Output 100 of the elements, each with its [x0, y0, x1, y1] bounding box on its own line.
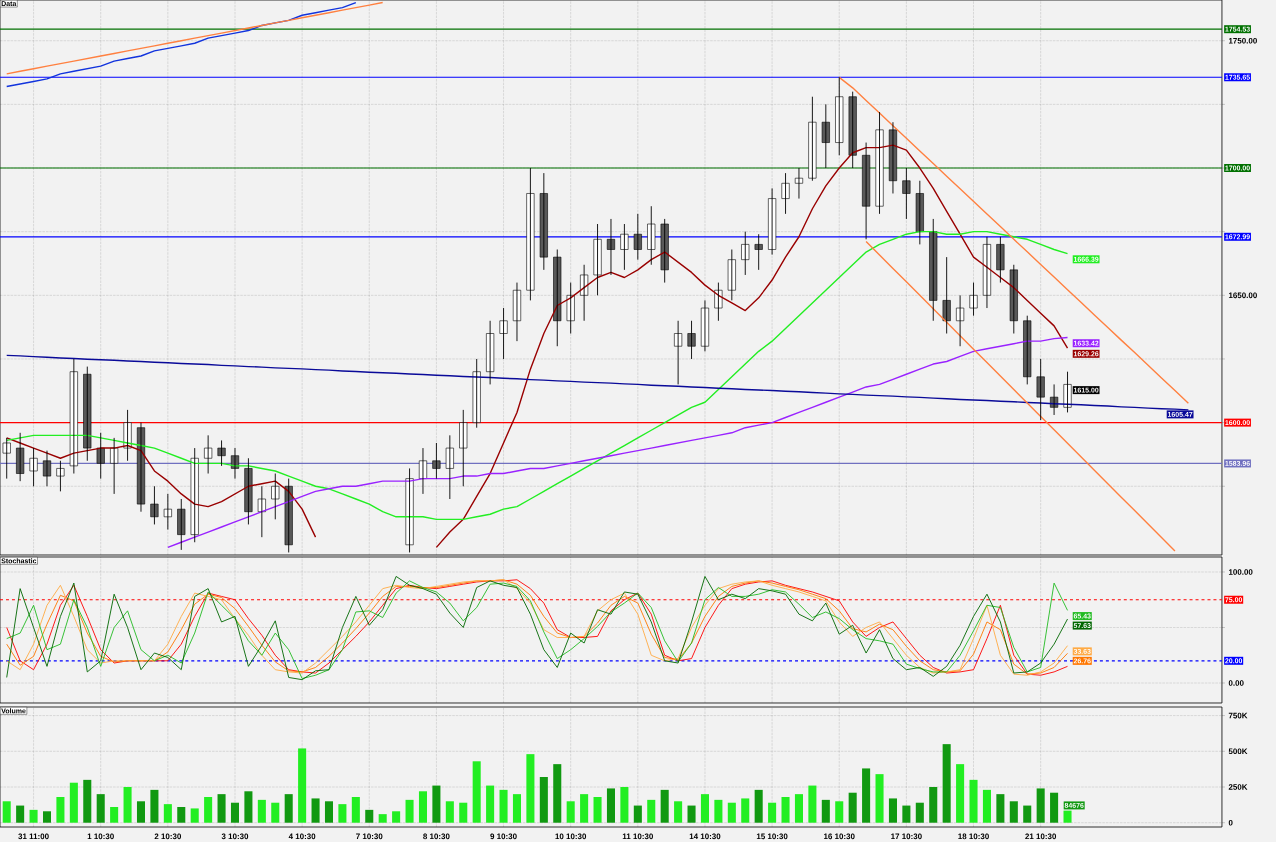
candlestick — [808, 96, 817, 182]
bar — [110, 807, 119, 823]
candlestick — [969, 282, 978, 317]
candlestick — [996, 236, 1005, 284]
bar — [848, 792, 857, 823]
bar — [606, 788, 615, 823]
bar — [929, 787, 938, 823]
bar — [2, 801, 11, 823]
bar — [620, 787, 629, 823]
candlestick — [257, 485, 266, 538]
candlestick — [472, 358, 481, 429]
bar — [244, 791, 253, 823]
bar — [257, 799, 266, 823]
candlestick — [593, 223, 602, 296]
candlestick — [1036, 358, 1045, 421]
candlestick — [1009, 264, 1018, 334]
bar — [42, 811, 52, 823]
bar — [365, 809, 374, 823]
bar — [593, 797, 602, 823]
candlestick — [741, 231, 750, 276]
bar — [204, 797, 213, 823]
candlestick — [553, 249, 562, 347]
candlestick — [217, 439, 226, 467]
bar — [123, 787, 132, 823]
bar — [754, 789, 763, 823]
bar — [56, 797, 65, 823]
bar — [942, 744, 951, 823]
bar — [136, 801, 146, 823]
candlestick — [835, 76, 844, 156]
bar — [150, 789, 159, 823]
candlestick — [714, 282, 723, 322]
bar — [163, 804, 172, 823]
candlestick — [875, 111, 884, 215]
bar — [284, 794, 293, 823]
bar — [29, 809, 38, 823]
bar — [1063, 810, 1072, 823]
bar — [902, 805, 911, 823]
bar — [1023, 805, 1032, 823]
bar — [69, 782, 78, 823]
candlestick — [647, 205, 656, 266]
bar — [190, 808, 199, 823]
bar — [781, 797, 790, 823]
bar — [96, 794, 105, 823]
bar — [674, 801, 683, 823]
candlestick — [902, 167, 911, 220]
candlestick — [177, 498, 186, 551]
bar — [808, 785, 817, 823]
bar — [298, 748, 307, 823]
candlestick — [405, 467, 414, 553]
candlestick — [16, 432, 25, 482]
candlestick — [244, 457, 253, 525]
bar — [230, 802, 240, 823]
bar — [217, 794, 226, 823]
bar — [1050, 792, 1059, 823]
bar — [714, 799, 723, 823]
bar — [700, 794, 709, 823]
candlestick — [445, 434, 454, 500]
candlestick — [271, 473, 280, 520]
bar — [378, 814, 387, 823]
candlestick — [754, 233, 763, 271]
candlestick — [929, 218, 938, 322]
bar — [553, 764, 562, 823]
candlestick — [620, 223, 629, 271]
candlestick — [727, 249, 736, 301]
candlestick — [96, 432, 105, 480]
candlestick — [848, 91, 857, 169]
bar — [566, 801, 575, 823]
candlestick — [190, 447, 199, 543]
bar — [660, 789, 669, 823]
bar — [499, 789, 508, 823]
bar — [405, 799, 414, 823]
bar — [459, 802, 468, 823]
bar — [727, 802, 736, 823]
candlestick — [526, 167, 535, 301]
candlestick — [29, 447, 38, 487]
candlestick — [123, 409, 132, 462]
candlestick — [781, 172, 790, 215]
bar — [445, 801, 454, 823]
bar — [996, 794, 1005, 823]
bar — [1036, 788, 1045, 823]
bar — [768, 802, 777, 823]
bar — [1009, 801, 1018, 823]
bar — [324, 801, 334, 823]
bar — [821, 799, 830, 823]
candlestick — [499, 307, 508, 360]
bar — [915, 802, 924, 823]
candlestick — [539, 172, 548, 271]
candlestick — [56, 460, 65, 492]
candlestick — [915, 180, 924, 245]
bar — [486, 785, 495, 823]
candlestick — [942, 256, 951, 334]
bar — [633, 805, 642, 823]
bar — [969, 779, 978, 823]
bar — [177, 807, 186, 823]
bar — [271, 802, 280, 823]
bar — [956, 764, 965, 823]
candlestick — [674, 320, 683, 385]
candlestick — [633, 213, 642, 261]
bar — [835, 801, 844, 823]
candlestick — [163, 493, 172, 530]
